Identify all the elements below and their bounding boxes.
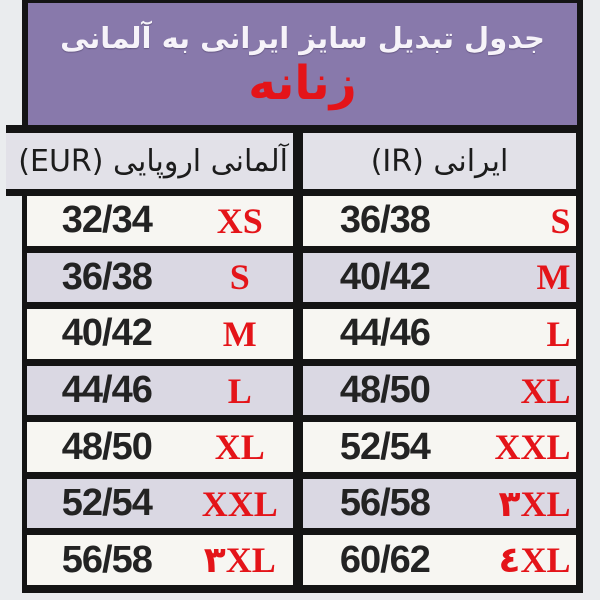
column-divider bbox=[293, 133, 303, 189]
iranian-size-label: ٤XL bbox=[498, 540, 571, 581]
iranian-size-cell: 44/46 L bbox=[303, 309, 576, 359]
german-size-cell: 32/34 XS bbox=[27, 196, 293, 246]
german-size-label: M bbox=[222, 313, 257, 354]
iranian-size-cell: 60/62 ٤XL bbox=[303, 535, 576, 585]
iranian-size-value: 48/50 bbox=[339, 369, 431, 412]
iranian-size-value: 56/58 bbox=[339, 482, 431, 525]
german-size-label: XXL bbox=[201, 483, 278, 524]
iranian-column-header: ایرانی (IR) bbox=[370, 143, 509, 179]
german-size-value: 40/42 bbox=[61, 312, 153, 355]
german-column-header: آلمانی اروپایی (EUR) bbox=[18, 143, 288, 179]
column-divider bbox=[293, 535, 303, 586]
german-column-header-cell: آلمانی اروپایی (EUR) bbox=[6, 133, 293, 189]
german-size-value: 36/38 bbox=[61, 255, 153, 298]
size-conversion-table: 32/34 XS 36/38 S 36/38 S 40/42 M 40/42 M… bbox=[22, 196, 583, 593]
column-divider bbox=[293, 196, 303, 246]
iranian-size-label: XXL bbox=[494, 427, 571, 468]
german-size-cell: 44/46 L bbox=[27, 366, 293, 416]
german-size-value: 32/34 bbox=[61, 199, 153, 242]
german-size-label: ۳XL bbox=[203, 540, 276, 581]
table-row: 40/42 M 44/46 L bbox=[27, 309, 576, 366]
column-divider bbox=[293, 252, 303, 303]
iranian-size-cell: 40/42 M bbox=[303, 253, 576, 303]
column-divider bbox=[293, 422, 303, 472]
table-row: 48/50 XL 52/54 XXL bbox=[27, 422, 576, 479]
iranian-size-value: 44/46 bbox=[339, 312, 431, 355]
iranian-column-header-cell: ایرانی (IR) bbox=[303, 133, 576, 189]
german-size-label: S bbox=[229, 257, 250, 298]
table-row: 44/46 L 48/50 XL bbox=[27, 365, 576, 423]
german-size-value: 56/58 bbox=[61, 538, 153, 581]
german-size-cell: 56/58 ۳XL bbox=[27, 535, 293, 585]
iranian-size-label: L bbox=[546, 313, 571, 354]
table-header-row: آلمانی اروپایی (EUR) ایرانی (IR) bbox=[6, 125, 583, 196]
german-size-value: 44/46 bbox=[61, 369, 153, 412]
iranian-size-label: M bbox=[536, 257, 571, 298]
column-divider bbox=[293, 365, 303, 416]
german-size-cell: 48/50 XL bbox=[27, 422, 293, 472]
table-row: 32/34 XS 36/38 S bbox=[27, 196, 576, 253]
iranian-size-cell: 48/50 XL bbox=[303, 366, 576, 416]
iranian-size-value: 60/62 bbox=[339, 538, 431, 581]
column-divider bbox=[293, 309, 303, 359]
german-size-value: 52/54 bbox=[61, 482, 153, 525]
german-size-cell: 40/42 M bbox=[27, 309, 293, 359]
iranian-size-cell: 56/58 ۳XL bbox=[303, 479, 576, 529]
table-row: 56/58 ۳XL 60/62 ٤XL bbox=[27, 535, 576, 586]
german-size-label: XL bbox=[214, 427, 265, 468]
title-banner: جدول تبدیل سایز ایرانی به آلمانی زنانه bbox=[22, 0, 583, 125]
iranian-size-cell: 52/54 XXL bbox=[303, 422, 576, 472]
column-divider bbox=[293, 478, 303, 529]
german-size-value: 48/50 bbox=[61, 425, 153, 468]
iranian-size-cell: 36/38 S bbox=[303, 196, 576, 246]
iranian-size-value: 36/38 bbox=[339, 199, 431, 242]
table-row: 52/54 XXL 56/58 ۳XL bbox=[27, 478, 576, 536]
iranian-size-label: S bbox=[550, 200, 571, 241]
german-size-label: L bbox=[227, 370, 252, 411]
german-size-cell: 36/38 S bbox=[27, 253, 293, 303]
iranian-size-value: 40/42 bbox=[339, 255, 431, 298]
page-title: جدول تبدیل سایز ایرانی به آلمانی bbox=[60, 20, 545, 55]
german-size-label: XS bbox=[216, 200, 263, 241]
gender-label: زنانه bbox=[248, 56, 357, 112]
german-size-cell: 52/54 XXL bbox=[27, 479, 293, 529]
table-row: 36/38 S 40/42 M bbox=[27, 252, 576, 310]
iranian-size-label: XL bbox=[520, 370, 571, 411]
iranian-size-value: 52/54 bbox=[339, 425, 431, 468]
iranian-size-label: ۳XL bbox=[498, 483, 571, 524]
